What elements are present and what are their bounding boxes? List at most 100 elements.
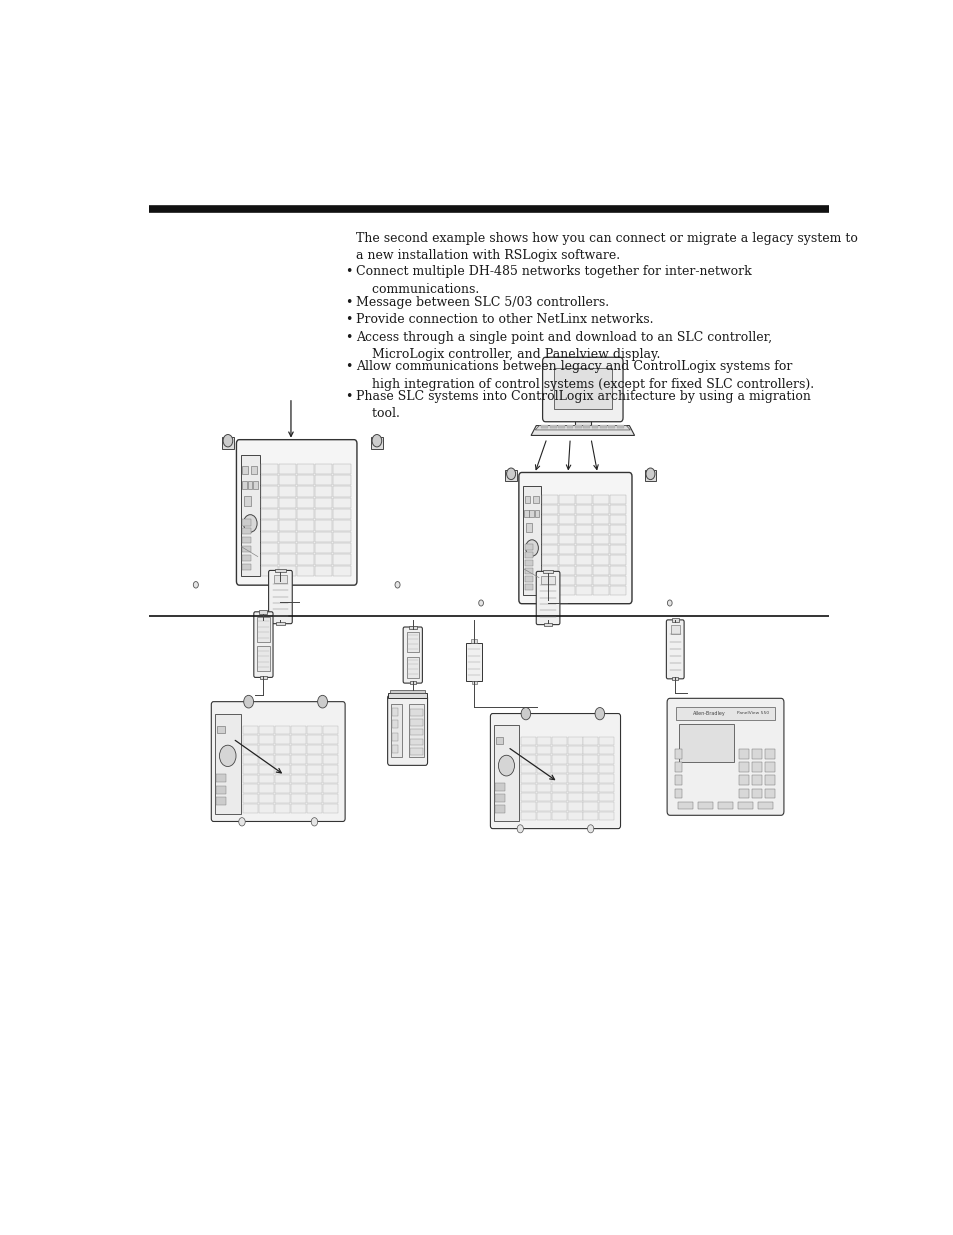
- Bar: [558, 505, 575, 514]
- Bar: [274, 794, 290, 803]
- Bar: [261, 509, 278, 519]
- Text: •: •: [344, 312, 352, 326]
- Bar: [524, 577, 532, 582]
- FancyBboxPatch shape: [536, 572, 559, 625]
- Bar: [751, 776, 761, 785]
- Bar: [598, 783, 614, 792]
- Bar: [536, 764, 551, 773]
- Bar: [552, 783, 566, 792]
- Bar: [552, 764, 566, 773]
- FancyBboxPatch shape: [490, 714, 619, 829]
- Bar: [242, 466, 248, 474]
- Polygon shape: [535, 426, 630, 430]
- Bar: [536, 774, 551, 783]
- Bar: [274, 576, 287, 583]
- Bar: [279, 464, 296, 474]
- Bar: [258, 774, 274, 783]
- Bar: [307, 764, 322, 773]
- Bar: [258, 745, 274, 755]
- Bar: [258, 794, 274, 803]
- Bar: [567, 774, 582, 783]
- Bar: [671, 618, 679, 621]
- Bar: [576, 525, 592, 534]
- Bar: [323, 774, 338, 783]
- Text: •: •: [344, 390, 352, 403]
- Circle shape: [667, 600, 672, 606]
- Bar: [558, 515, 575, 524]
- Bar: [738, 776, 748, 785]
- Bar: [315, 487, 333, 496]
- Bar: [244, 496, 251, 505]
- Bar: [240, 454, 260, 576]
- Bar: [598, 756, 614, 764]
- Circle shape: [520, 708, 530, 720]
- Bar: [242, 745, 257, 755]
- Bar: [592, 585, 608, 595]
- Bar: [524, 496, 530, 504]
- Bar: [274, 774, 290, 783]
- Bar: [583, 764, 598, 773]
- Bar: [297, 475, 314, 485]
- Bar: [567, 764, 582, 773]
- Bar: [307, 745, 322, 755]
- Bar: [598, 764, 614, 773]
- Bar: [525, 524, 532, 532]
- Bar: [297, 520, 314, 531]
- Bar: [592, 525, 608, 534]
- Bar: [567, 736, 582, 745]
- Bar: [216, 785, 226, 794]
- Bar: [242, 804, 257, 813]
- Bar: [524, 545, 532, 550]
- Bar: [674, 762, 681, 772]
- Bar: [333, 520, 350, 531]
- Text: Message between SLC 5/03 controllers.: Message between SLC 5/03 controllers.: [355, 295, 608, 309]
- Bar: [738, 788, 748, 798]
- Bar: [291, 804, 306, 813]
- Bar: [567, 746, 582, 755]
- Bar: [409, 682, 416, 684]
- Bar: [598, 736, 614, 745]
- Bar: [558, 535, 575, 545]
- Bar: [757, 802, 772, 809]
- Bar: [576, 515, 592, 524]
- Bar: [536, 756, 551, 764]
- Bar: [297, 487, 314, 496]
- Bar: [242, 564, 251, 571]
- Bar: [391, 704, 401, 757]
- Bar: [541, 546, 558, 555]
- Bar: [291, 755, 306, 763]
- Bar: [242, 546, 251, 552]
- Bar: [323, 755, 338, 763]
- Bar: [583, 736, 598, 745]
- Bar: [520, 746, 536, 755]
- Bar: [261, 487, 278, 496]
- Bar: [536, 793, 551, 802]
- Bar: [520, 793, 536, 802]
- Bar: [465, 642, 482, 680]
- Bar: [333, 543, 350, 553]
- Bar: [410, 719, 422, 726]
- Text: PanelView 550: PanelView 550: [737, 711, 768, 715]
- Bar: [291, 745, 306, 755]
- Bar: [536, 783, 551, 792]
- Bar: [323, 745, 338, 755]
- Bar: [242, 794, 257, 803]
- Bar: [221, 437, 234, 450]
- Bar: [738, 762, 748, 772]
- Bar: [279, 520, 296, 531]
- Bar: [471, 638, 476, 642]
- Bar: [410, 739, 422, 745]
- Text: •: •: [344, 361, 352, 373]
- Bar: [592, 576, 608, 585]
- Bar: [274, 735, 290, 745]
- Bar: [297, 509, 314, 519]
- Bar: [583, 756, 598, 764]
- Bar: [672, 677, 678, 680]
- Bar: [535, 510, 538, 517]
- Bar: [261, 532, 278, 542]
- Circle shape: [243, 695, 253, 708]
- Circle shape: [243, 515, 256, 532]
- Bar: [609, 525, 625, 534]
- Bar: [274, 745, 290, 755]
- Circle shape: [223, 435, 233, 447]
